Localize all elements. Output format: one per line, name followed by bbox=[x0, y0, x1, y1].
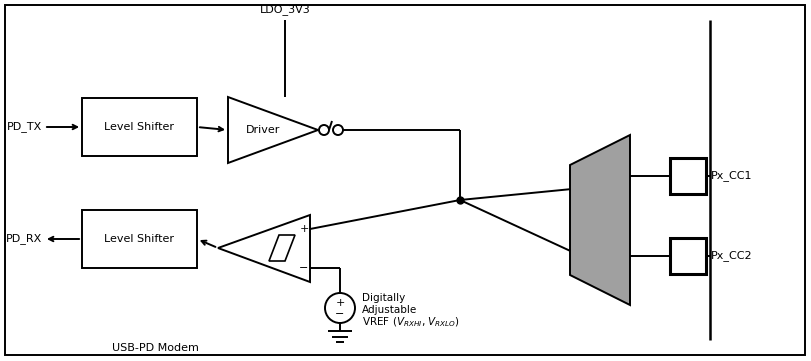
Text: Px_CC2: Px_CC2 bbox=[711, 251, 753, 261]
Text: −: − bbox=[335, 309, 345, 319]
Bar bbox=[82, 210, 197, 268]
Text: LDO_3V3: LDO_3V3 bbox=[260, 4, 311, 15]
Text: Px_CC1: Px_CC1 bbox=[711, 170, 753, 182]
Text: +: + bbox=[299, 224, 309, 234]
Bar bbox=[82, 98, 197, 156]
Text: Digitally: Digitally bbox=[362, 293, 406, 303]
Text: +: + bbox=[335, 298, 345, 308]
Text: PD_TX: PD_TX bbox=[6, 122, 42, 132]
Text: −: − bbox=[299, 263, 309, 273]
Text: VREF ($V_{RXHI}$, $V_{RXLO}$): VREF ($V_{RXHI}$, $V_{RXLO}$) bbox=[362, 315, 460, 329]
Text: Adjustable: Adjustable bbox=[362, 305, 417, 315]
Bar bbox=[670, 158, 706, 194]
Text: Driver: Driver bbox=[246, 125, 281, 135]
Polygon shape bbox=[228, 97, 318, 163]
Text: PD_RX: PD_RX bbox=[6, 234, 42, 244]
Text: USB-PD Modem: USB-PD Modem bbox=[112, 343, 199, 353]
Bar bbox=[670, 238, 706, 274]
Text: Level Shifter: Level Shifter bbox=[105, 122, 174, 132]
Polygon shape bbox=[570, 135, 630, 305]
Polygon shape bbox=[218, 215, 310, 282]
Text: Level Shifter: Level Shifter bbox=[105, 234, 174, 244]
Polygon shape bbox=[269, 235, 295, 261]
